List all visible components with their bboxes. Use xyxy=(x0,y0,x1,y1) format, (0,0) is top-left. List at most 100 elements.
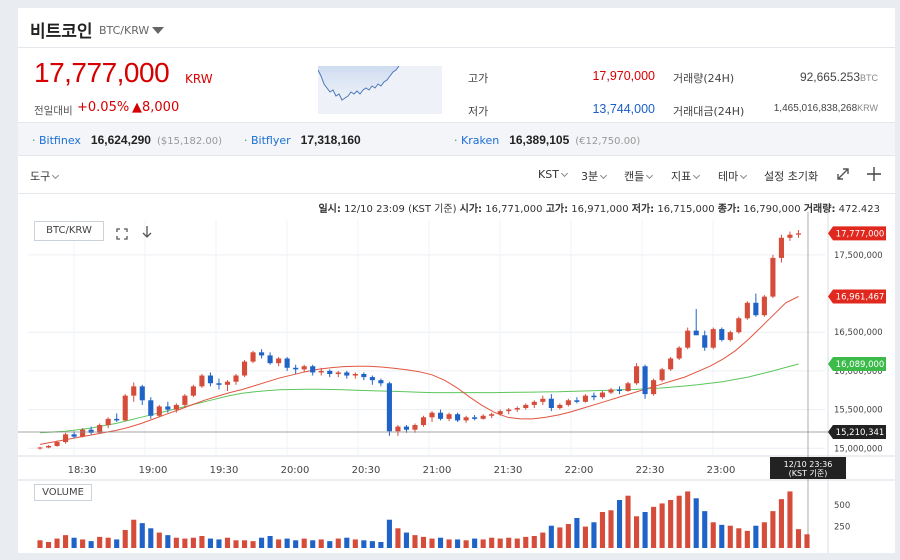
volume-bar xyxy=(702,511,708,548)
volume-bar xyxy=(284,538,290,548)
volume-bar xyxy=(489,537,495,548)
volume-bar xyxy=(633,516,640,548)
volume-bar xyxy=(710,522,716,548)
x-tick-label: 20:30 xyxy=(352,465,381,476)
chart-pair-tag[interactable]: BTC/KRW xyxy=(34,221,104,241)
volume-bar xyxy=(233,540,239,548)
candle-body xyxy=(455,414,461,421)
download-icon[interactable] xyxy=(141,224,153,243)
volume-bar xyxy=(54,538,60,548)
high-value: 17,970,000 xyxy=(592,69,655,83)
x-tick-label: 19:00 xyxy=(139,465,168,476)
volume-bar xyxy=(267,536,273,548)
x-tick-label: 19:30 xyxy=(210,465,239,476)
candle-body xyxy=(233,375,239,382)
expand-icon[interactable] xyxy=(836,167,850,184)
cursor-time-label: 12/10 23:36 xyxy=(784,460,833,469)
x-tick-label: 21:30 xyxy=(494,465,523,476)
y-tick-label: 16,000,000 xyxy=(834,367,883,377)
change-label: 전일대비 xyxy=(34,105,73,117)
volume-tag: VOLUME xyxy=(34,484,92,501)
volume-bar xyxy=(318,539,324,548)
candle-body xyxy=(80,429,86,437)
candle-body xyxy=(267,355,273,364)
candle-body xyxy=(651,380,657,395)
candle-body xyxy=(241,361,248,376)
volume-bar xyxy=(241,540,248,548)
volume-bar xyxy=(676,495,682,548)
volume-bar xyxy=(327,541,333,548)
reset-settings-button[interactable]: 설정 초기화 xyxy=(764,170,819,183)
volume-bar xyxy=(480,539,486,548)
candle-body xyxy=(105,418,111,426)
volume-bar xyxy=(293,540,299,548)
exchange-bitfinex[interactable]: · Bitfinex 16,624,290 ($15,182.00) xyxy=(32,133,223,147)
candle-body xyxy=(472,417,478,419)
volume-bar xyxy=(71,537,77,548)
candle-body xyxy=(88,429,94,433)
price-summary: 17,777,000 KRW 전일대비 +0.05% ▲8,000 고가 17,… xyxy=(18,48,895,123)
volume-bar xyxy=(301,538,307,548)
pair-dropdown-icon[interactable] xyxy=(152,27,164,34)
candle-body xyxy=(352,373,358,376)
volume-bar xyxy=(574,518,580,548)
candle-body xyxy=(182,395,188,405)
price-chart-area[interactable]: 18:30 19:00 19:30 20:00 20:30 21:00 21:30 22:00… xyxy=(18,212,895,553)
volume-bar xyxy=(395,528,401,548)
volume-bar xyxy=(250,541,256,548)
candle-body xyxy=(744,302,750,319)
candle-body xyxy=(753,302,759,316)
volume-bar xyxy=(582,526,588,548)
candle-body xyxy=(642,366,648,395)
indicator-menu[interactable]: 지표 xyxy=(671,168,701,184)
candle-body xyxy=(625,383,631,392)
volume-bar xyxy=(497,538,503,548)
exchange-bitflyer[interactable]: · Bitflyer 17,318,160 xyxy=(244,133,361,147)
candle-body xyxy=(369,377,375,381)
volume-bar xyxy=(463,540,469,548)
volume-bar xyxy=(506,537,512,548)
price-tag-label: 16,961,467 xyxy=(836,292,885,302)
theme-menu[interactable]: 테마 xyxy=(718,168,748,184)
tools-menu[interactable]: 도구 xyxy=(30,168,60,184)
candle-body xyxy=(71,434,77,437)
candle-body xyxy=(591,395,597,398)
ohlc-readout: 일시: 12/10 23:09 (KST 기준) 시가: 16,771,000 … xyxy=(318,204,880,215)
add-icon[interactable] xyxy=(865,165,883,186)
volume-bar xyxy=(105,537,111,548)
candle-body xyxy=(778,237,784,258)
volume-bar xyxy=(276,539,282,548)
candle-body xyxy=(284,358,290,368)
volume-bar xyxy=(37,540,43,548)
volume-bar xyxy=(804,534,810,548)
candle-body xyxy=(693,330,699,336)
candle-body xyxy=(412,425,418,430)
volume-bar xyxy=(778,499,784,548)
price-tag xyxy=(828,356,886,371)
current-price: 17,777,000 xyxy=(34,57,170,88)
exchange-kraken[interactable]: · Kraken 16,389,105 (€12,750.00) xyxy=(454,133,641,147)
interval-menu[interactable]: 3분 xyxy=(581,168,608,184)
volume-bar xyxy=(412,535,418,548)
volume-bar xyxy=(761,522,767,548)
change-percent: +0.05% xyxy=(77,100,130,115)
coin-panel: 비트코인 BTC/KRW 17,777,000 KRW 전일대비 +0.05% … xyxy=(18,8,895,553)
volume-bar xyxy=(437,537,444,548)
volume-bar xyxy=(344,537,350,548)
fullscreen-icon[interactable] xyxy=(116,225,128,244)
candle-body xyxy=(608,389,614,393)
volume-bar xyxy=(259,537,265,548)
timezone-menu[interactable]: KST xyxy=(538,168,568,181)
candle-body xyxy=(207,375,214,384)
candle-body xyxy=(327,370,333,374)
x-tick-label: 21:00 xyxy=(423,465,452,476)
volume-bar xyxy=(514,538,520,548)
candle-body xyxy=(582,395,588,402)
candle-body xyxy=(301,366,307,370)
candle-body xyxy=(148,400,154,416)
price-tag xyxy=(828,289,886,304)
coin-pair[interactable]: BTC/KRW xyxy=(99,24,150,37)
volume-bar xyxy=(429,538,435,548)
candlestick-chart[interactable]: 18:30 19:00 19:30 20:00 20:30 21:00 21:30 22:00… xyxy=(18,212,895,553)
candle-menu[interactable]: 캔들 xyxy=(624,168,654,184)
